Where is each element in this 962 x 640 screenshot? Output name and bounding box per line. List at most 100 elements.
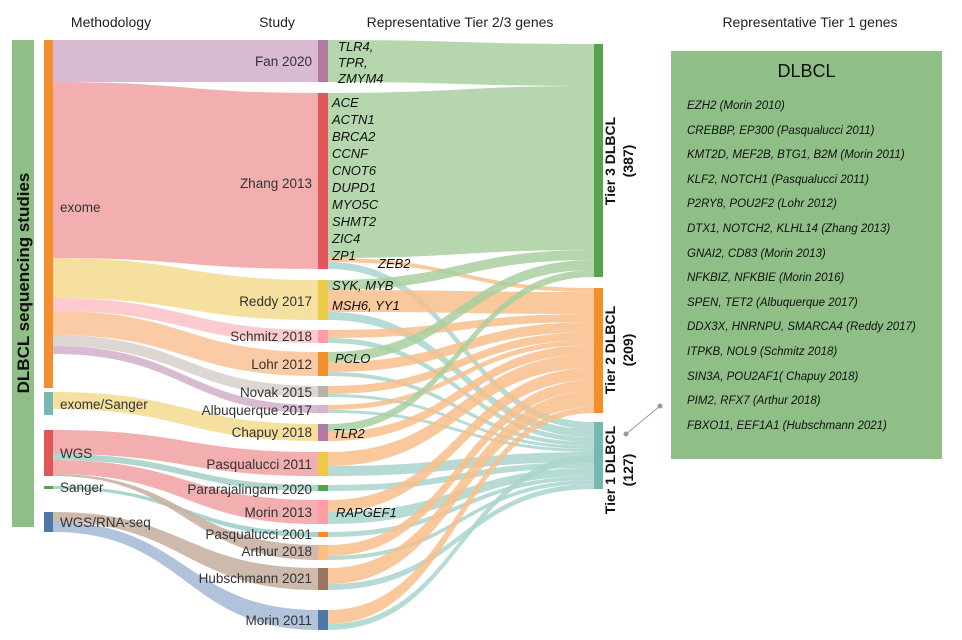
flow-study-to-tier [328, 40, 594, 86]
gene-label: ACE [331, 95, 359, 110]
gene-label: PCLO [335, 351, 370, 366]
tier1-connector-line [625, 405, 661, 435]
study-node-albuquerque-2017 [318, 405, 328, 413]
study-node-morin-2011 [318, 610, 328, 630]
header-tier23-genes: Representative Tier 2/3 genes [367, 14, 554, 30]
flow-method-to-study [53, 298, 318, 343]
study-label: Fan 2020 [255, 54, 312, 69]
flow-method-to-study [53, 522, 318, 630]
study-label: Schmitz 2018 [230, 329, 312, 344]
flow-method-to-study [53, 512, 318, 590]
method-label-wgs-rna-seq: WGS/RNA-seq [60, 515, 151, 530]
study-flows [53, 40, 318, 630]
study-label: Pasqualucci 2001 [205, 527, 312, 542]
tier1-gene-list: EZH2 (Morin 2010) CREBBP, EP300 (Pasqual… [671, 94, 942, 438]
study-node-lohr-2012 [318, 352, 328, 376]
gene-label: ACTN1 [331, 112, 375, 127]
gene-label: TPR, [338, 55, 368, 70]
study-nodes [318, 40, 328, 630]
study-label: Morin 2011 [245, 613, 312, 628]
flow-study-to-tier [328, 480, 594, 560]
tier2-label: Tier 2 DLBCL [602, 305, 618, 394]
node-exome-sanger [44, 392, 53, 415]
study-labels: Fan 2020 Zhang 2013 Reddy 2017 Schmitz 2… [187, 54, 312, 628]
tier1-node [594, 422, 603, 489]
study-node-reddy-2017 [318, 280, 328, 320]
flow-study-to-tier [328, 391, 594, 584]
study-node-chapuy-2018 [318, 424, 328, 441]
tier1-gene-item: DDX3X, HNRNPU, SMARCA4 (Reddy 2017) [687, 321, 916, 334]
tier1-gene-item: FBXO11, EEF1A1 (Hubschmann 2021) [687, 419, 887, 432]
study-label: Pararajalingam 2020 [187, 482, 312, 497]
tier1-gene-item: CREBBP, EP300 (Pasqualucci 2011) [687, 124, 875, 137]
tier-flows [328, 40, 594, 630]
node-sanger [44, 486, 53, 489]
method-label-exome: exome [60, 200, 101, 215]
tier1-gene-item: SIN3A, POU2AF1( Chapuy 2018) [687, 370, 859, 383]
study-node-morin-2013 [318, 500, 328, 524]
study-node-fan-2020 [318, 40, 328, 82]
tier1-gene-item: SPEN, TET2 (Albuquerque 2017) [687, 296, 858, 309]
gene-label: CNOT6 [332, 163, 377, 178]
tier2-node [594, 288, 603, 413]
node-wgs-rna-seq [44, 512, 53, 532]
tier1-gene-item: KLF2, NOTCH1 (Pasqualucci 2011) [687, 173, 869, 186]
flow-method-to-study [53, 258, 318, 320]
flow-study-to-tier [328, 260, 594, 362]
tier3-count: (387) [620, 145, 636, 178]
tier1-gene-item: PIM2, RFX7 (Arthur 2018) [687, 395, 821, 408]
flow-study-to-tier [328, 314, 594, 338]
flow-method-to-study [53, 454, 318, 491]
flow-method-to-study [53, 346, 318, 413]
flow-method-to-study [53, 392, 318, 441]
flow-method-to-study [53, 40, 318, 82]
flow-study-to-tier [328, 345, 594, 441]
flow-study-to-tier [328, 368, 594, 512]
gene-label: ZP1 [331, 248, 356, 263]
gene-label: TLR2 [333, 426, 366, 441]
flow-study-to-tier [328, 380, 594, 556]
flow-study-to-tier [328, 332, 594, 394]
study-label: Morin 2013 [244, 505, 312, 520]
flow-study-to-tier [328, 455, 594, 630]
flow-study-to-tier [328, 462, 594, 491]
study-label: Zhang 2013 [240, 176, 312, 191]
tier1-count: (127) [620, 454, 636, 487]
study-node-hubschmann-2021 [318, 568, 328, 590]
panel-title: DLBCL [777, 61, 836, 81]
tier1-gene-item: NFKBIZ, NFKBIE (Morin 2016) [687, 272, 845, 285]
gene-label: ZEB2 [377, 256, 411, 271]
panel-connector-dot [657, 403, 663, 409]
node-exome [44, 40, 53, 388]
gene-label: DUPD1 [332, 180, 376, 195]
study-node-pasqualucci-2011 [318, 452, 328, 476]
flow-study-to-tier [328, 290, 594, 314]
flow-study-to-tier [328, 468, 594, 524]
study-label: Novak 2015 [240, 385, 312, 400]
gene-label: TLR4, [338, 39, 373, 54]
flow-method-to-study [53, 474, 318, 560]
tier-labels: Tier 3 DLBCL (387) Tier 2 DLBCL (209) Ti… [602, 116, 636, 514]
flow-study-to-tier [328, 410, 594, 452]
side-label: DLBCL sequencing studies [14, 173, 33, 394]
header-methodology: Methodology [71, 14, 151, 30]
method-label-exome-sanger: exome/Sanger [60, 397, 148, 412]
gene-label: SHMT2 [332, 214, 377, 229]
flow-method-to-study [53, 82, 318, 269]
header-study: Study [259, 14, 295, 30]
study-label: Lohr 2012 [251, 357, 312, 372]
gene-label: ZIC4 [331, 231, 360, 246]
tier3-node [594, 44, 603, 277]
sequencing-studies-bar [12, 40, 34, 527]
flow-study-to-tier [328, 250, 594, 290]
gene-label: CCNF [332, 146, 369, 161]
flow-study-to-tier [328, 270, 594, 432]
gene-label: BRCA2 [332, 129, 376, 144]
study-node-novak-2015 [318, 386, 328, 397]
study-label: Arthur 2018 [241, 544, 312, 559]
tier2-count: (209) [620, 334, 636, 367]
flow-study-to-tier [328, 407, 594, 624]
gene-labels: TLR4, TPR, ZMYM4 ACE ACTN1 BRCA2 CCNF CN… [331, 39, 411, 520]
tier-nodes [594, 44, 603, 489]
